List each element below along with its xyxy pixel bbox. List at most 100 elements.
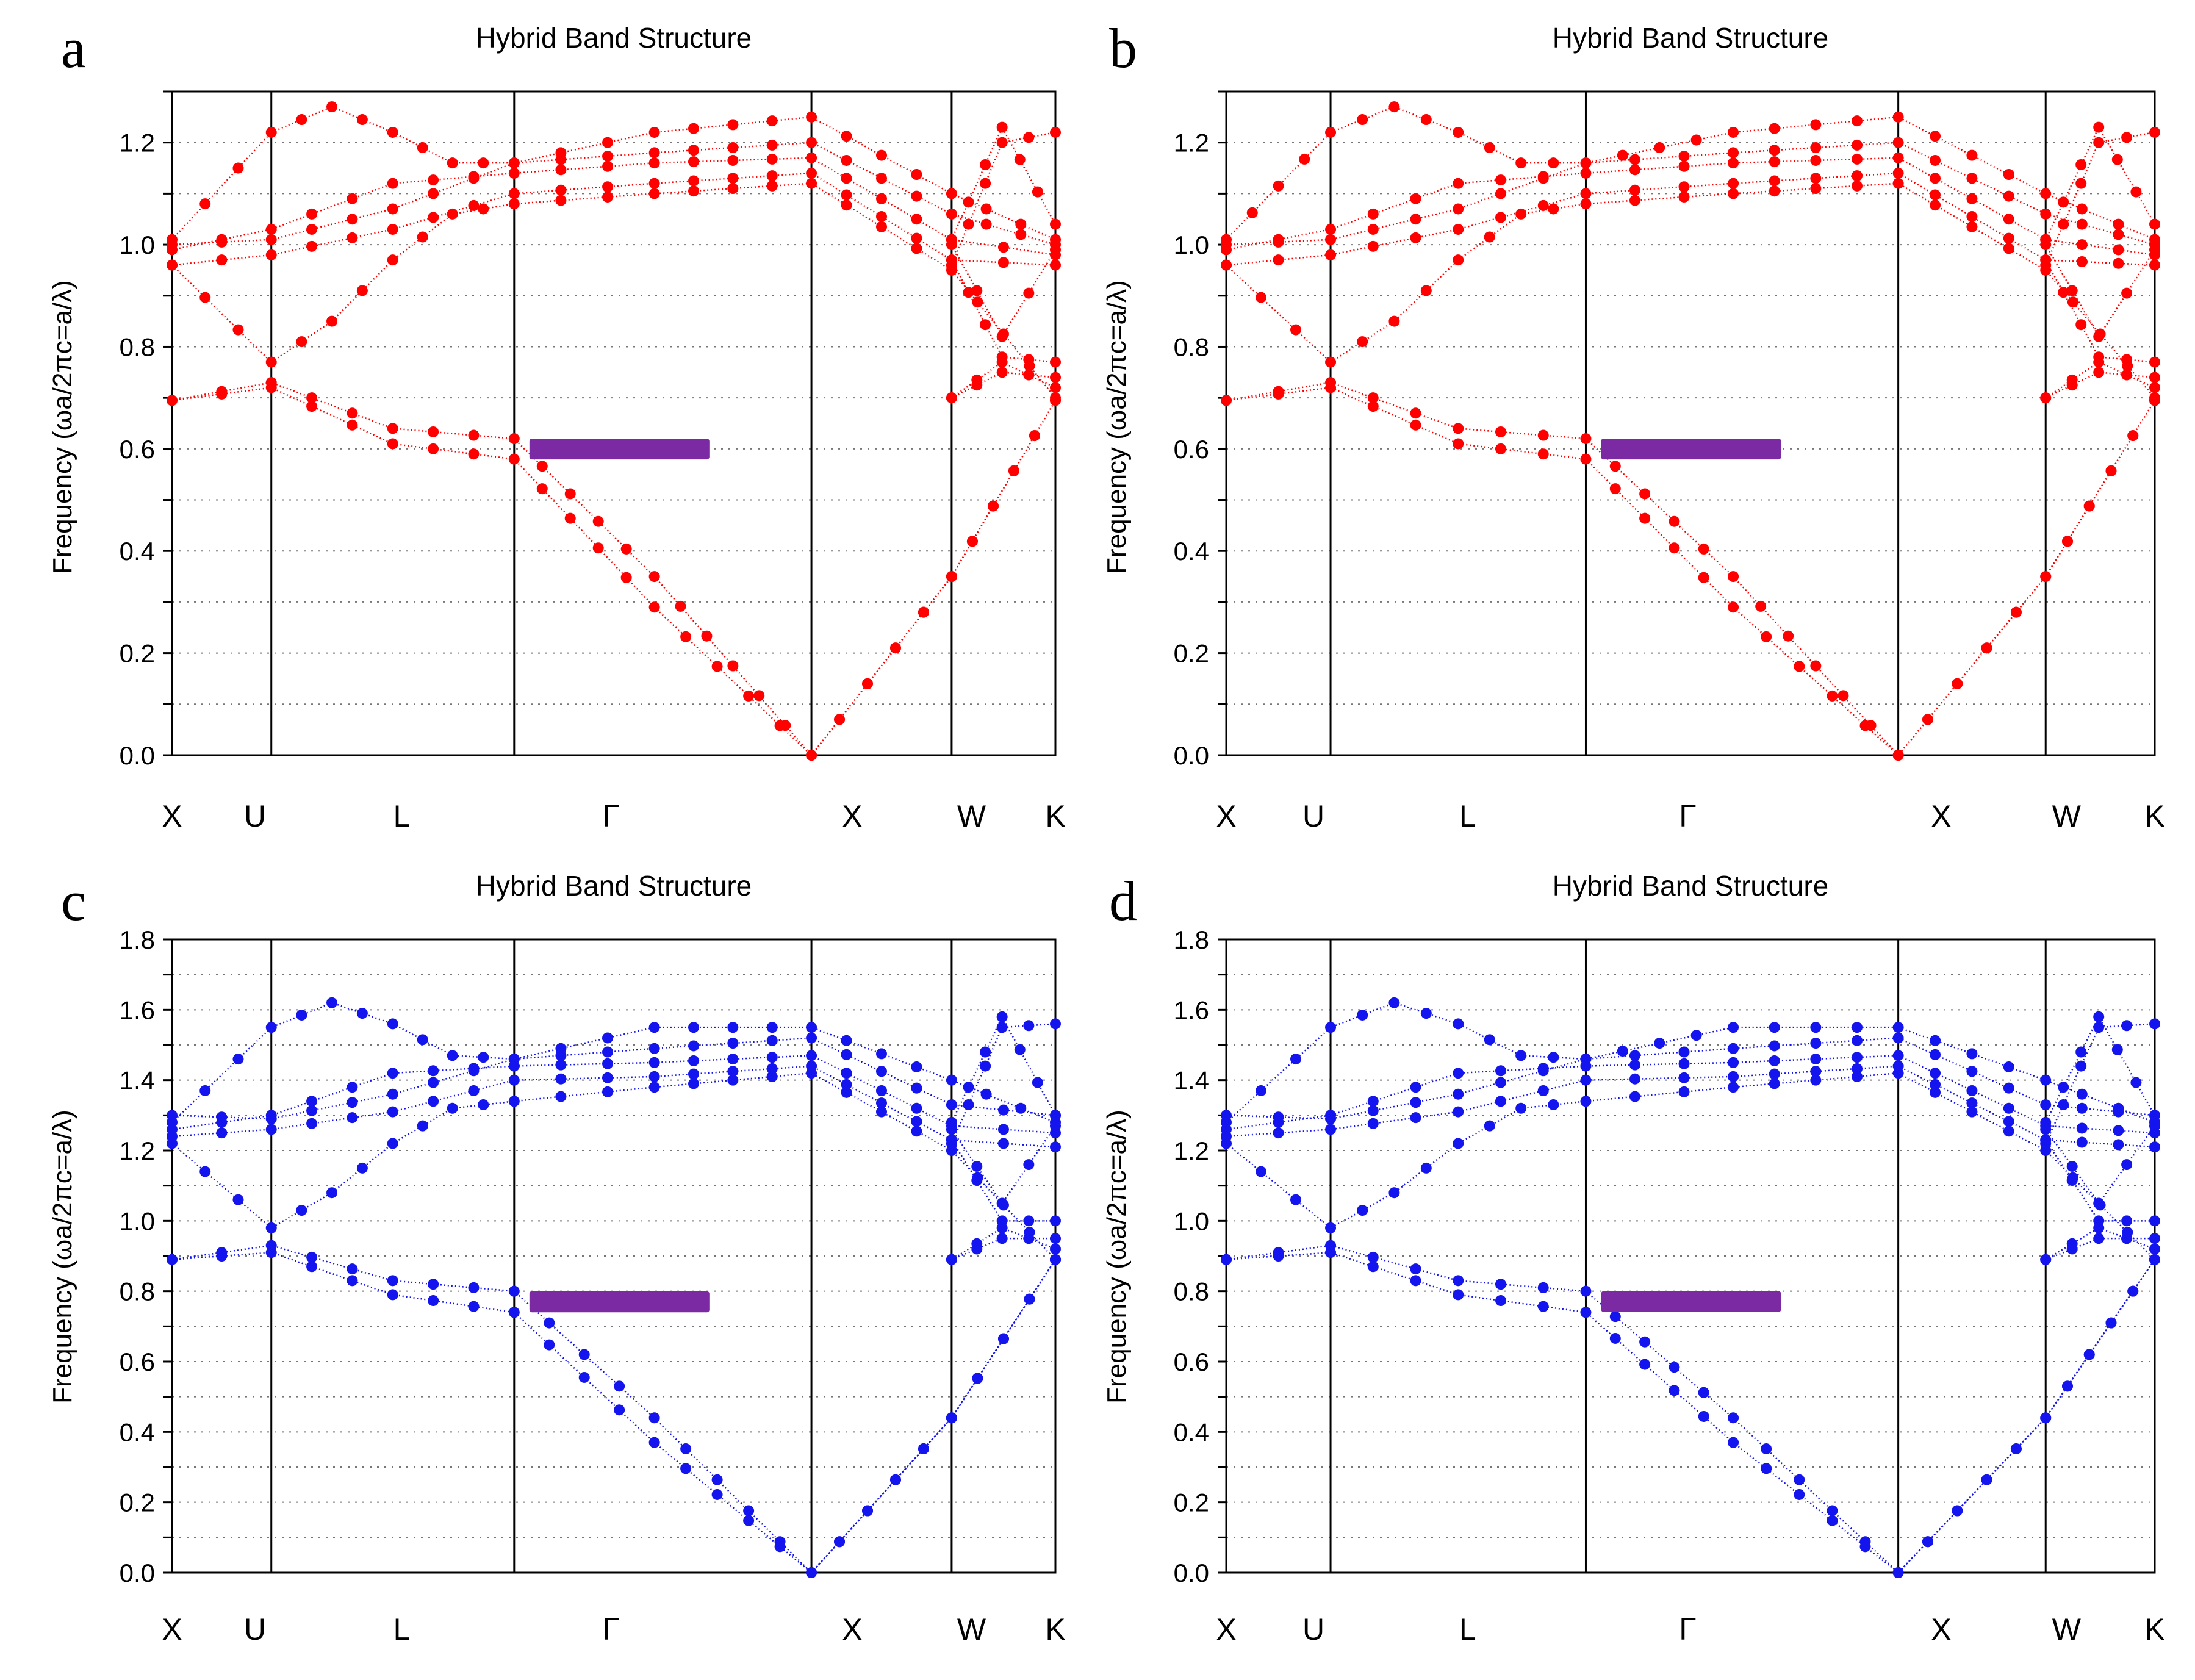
band-point [980,1046,991,1058]
band-line [1226,1065,2155,1148]
band-point [508,1285,520,1297]
band-point [1453,254,1464,266]
band-point [296,1009,307,1021]
band-gap-bar [529,439,710,460]
band-point [1609,483,1621,495]
band-point [1221,395,1232,406]
band-point [544,1339,555,1351]
y-tick-label: 0.6 [1174,435,1209,464]
band-point [265,1222,277,1233]
band-point [387,1088,398,1100]
band-point [2149,372,2160,383]
band-point [1794,661,1805,672]
band-point [1050,356,1061,368]
band-point [1325,234,1337,245]
x-tick-label: W [2052,1612,2082,1646]
band-point [1221,1110,1232,1121]
band-point [387,203,398,215]
band-point [387,126,398,138]
band-point [417,1120,428,1132]
band-point [2003,243,2014,254]
band-point [806,137,817,148]
band-point [1420,114,1432,126]
band-point [766,139,778,151]
band-point [347,1263,358,1275]
band-point [963,196,974,208]
band-point [701,630,713,642]
band-point [980,218,992,230]
band-point [1515,1050,1527,1061]
y-tick-label: 0.4 [1174,537,1209,565]
band-point [2040,1124,2052,1135]
band-point [1580,1096,1592,1107]
band-point [1966,1106,1978,1118]
x-tick-label: Γ [602,1612,620,1647]
y-tick-label: 1.0 [1174,1207,1209,1235]
band-point [1678,151,1690,162]
band-point [1851,139,1863,151]
band-line [171,182,1056,398]
band-point [1728,1412,1739,1424]
band-point [2003,169,2014,180]
band-line [171,1072,1056,1260]
band-point [1050,1243,1061,1255]
band-line [171,157,1056,256]
band-point [806,1567,817,1578]
band-point [2149,1233,2160,1244]
band-point [648,1071,660,1082]
band-point [1537,1301,1549,1312]
y-tick-label: 0.8 [120,332,155,361]
band-point [875,1048,887,1060]
x-tick-label: K [1045,1612,1065,1646]
band-point [1325,1113,1337,1125]
band-point [1728,1043,1739,1054]
band-point [2113,229,2124,240]
band-point [1484,231,1495,243]
y-tick-label: 0.6 [120,435,155,464]
band-point [1495,1295,1506,1307]
band-line [171,172,1056,266]
band-point [1050,372,1061,383]
band-point [1930,131,1941,142]
band-point [688,156,700,168]
band-point [1388,1187,1400,1199]
band-point [306,208,318,220]
band-point [648,147,660,159]
band-point [1930,1068,1941,1079]
band-point [1838,690,1849,702]
band-point [648,126,660,138]
band-point [688,1022,700,1033]
band-point [1810,142,1822,154]
x-tick-label: Γ [1679,799,1697,834]
x-tick-label: L [393,799,411,833]
band-point [2040,1134,2052,1146]
band-point [265,356,277,368]
y-tick-label: 0.8 [1174,332,1209,361]
band-point [1810,1066,1822,1077]
band-point [753,690,765,702]
band-point [468,429,480,441]
band-point [1609,461,1621,472]
band-point [1410,1112,1421,1124]
band-point [1639,1336,1651,1348]
band-point [564,512,576,524]
band-line [1226,1251,2156,1574]
band-point [1367,240,1379,252]
band-point [1495,212,1506,223]
band-point [2076,1088,2088,1100]
band-point [911,243,922,254]
band-point [648,1082,660,1093]
band-point [727,1066,739,1077]
band-point [1325,1240,1337,1251]
band-point [1761,1443,1772,1455]
y-tick-label: 0.8 [120,1277,155,1306]
band-point [508,188,520,199]
band-point [614,1380,625,1392]
band-point [2040,188,2052,199]
band-point [2113,1125,2124,1136]
band-point [387,1068,398,1079]
band-point [447,1102,458,1114]
band-point [508,1307,520,1318]
band-point [1221,259,1232,271]
